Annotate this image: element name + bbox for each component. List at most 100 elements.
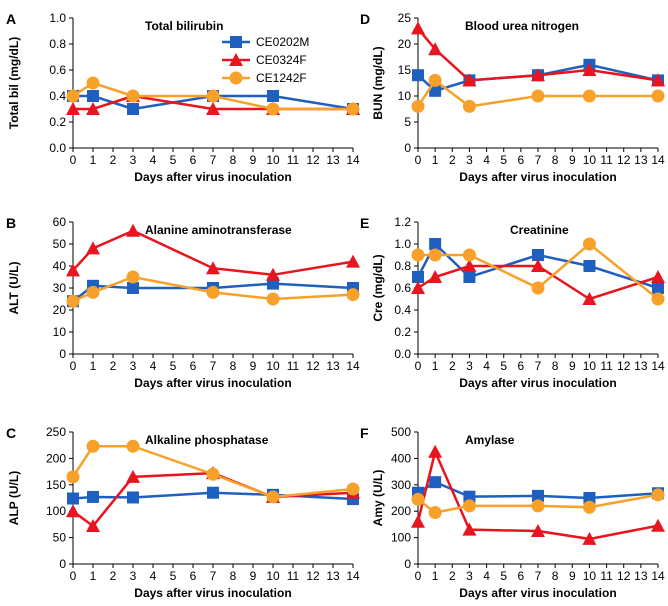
x-tick-label: 10 [583, 153, 597, 167]
data-point [462, 248, 476, 262]
y-tick-label: 500 [391, 425, 411, 439]
data-point [126, 270, 140, 284]
data-point [532, 249, 544, 261]
x-tick-label: 8 [552, 153, 559, 167]
data-point [412, 271, 424, 283]
data-point [411, 514, 425, 528]
data-point [267, 90, 279, 102]
data-point [66, 263, 80, 277]
data-point [66, 470, 80, 484]
y-tick-label: 1.0 [49, 11, 66, 25]
y-tick-label: 60 [53, 215, 67, 229]
y-tick-label: 0.6 [394, 281, 411, 295]
x-tick-label: 12 [617, 153, 631, 167]
data-point [266, 267, 280, 281]
chart-title: Blood urea nitrogen [465, 19, 579, 33]
x-tick-label: 1 [432, 153, 439, 167]
y-tick-label: 0.6 [49, 63, 66, 77]
y-tick-label: 150 [46, 478, 66, 492]
data-point [86, 76, 100, 90]
data-point [651, 292, 665, 306]
chart-title: Total bilirubin [145, 19, 223, 33]
y-tick-label: 0.4 [394, 303, 411, 317]
x-tick-label: 4 [150, 359, 157, 373]
data-point [206, 467, 220, 481]
y-axis-label: ALP (U/L) [7, 471, 21, 525]
data-point [428, 248, 442, 262]
data-point [206, 89, 220, 103]
data-point [346, 482, 360, 496]
data-point [86, 285, 100, 299]
y-tick-label: 400 [391, 451, 411, 465]
x-tick-label: 0 [415, 153, 422, 167]
data-point [463, 490, 476, 503]
y-tick-label: 0.2 [394, 325, 411, 339]
x-tick-label: 6 [518, 359, 525, 373]
x-tick-label: 2 [110, 569, 117, 583]
x-tick-label: 4 [150, 153, 157, 167]
data-point [582, 292, 597, 305]
x-tick-label: 9 [569, 153, 576, 167]
panel-E: E0.00.20.40.60.81.01.20 1 2 3 4 5 6 7 8 9 10 11 12 13… [360, 215, 665, 390]
data-point [429, 476, 442, 489]
x-tick-label: 10 [583, 569, 597, 583]
x-tick-label: 12 [306, 153, 320, 167]
data-point [207, 486, 219, 499]
x-tick-label: 2 [449, 569, 456, 583]
y-tick-label: 0 [404, 141, 411, 155]
x-tick-label: 4 [483, 153, 490, 167]
data-point [531, 89, 545, 103]
x-tick-label: 0 [70, 359, 77, 373]
data-point [651, 518, 665, 532]
x-tick-label: 7 [210, 569, 217, 583]
x-tick-label: 12 [306, 359, 320, 373]
x-tick-label: 7 [535, 569, 542, 583]
y-axis-label: Cre (mg/dL) [371, 254, 385, 321]
y-axis-label: ALT (U/L) [7, 261, 21, 314]
x-tick-label: 10 [266, 359, 280, 373]
x-tick-label: 5 [170, 569, 177, 583]
x-tick-label: 7 [210, 359, 217, 373]
y-axis-label: BUN (mg/dL) [371, 46, 385, 119]
y-tick-label: 300 [391, 478, 411, 492]
x-tick-label: 3 [466, 569, 473, 583]
data-point [87, 490, 99, 503]
x-tick-label: 3 [130, 569, 137, 583]
x-tick-label: 4 [483, 569, 490, 583]
y-tick-label: 25 [398, 11, 412, 25]
series-line [72, 471, 354, 528]
data-point [126, 469, 140, 483]
y-tick-label: 10 [53, 325, 67, 339]
x-tick-label: 7 [535, 359, 542, 373]
x-tick-label: 9 [250, 359, 257, 373]
data-point [411, 492, 425, 506]
x-tick-label: 12 [617, 359, 631, 373]
x-tick-label: 14 [651, 359, 665, 373]
x-tick-label: 11 [600, 359, 613, 373]
x-tick-label: 3 [130, 359, 137, 373]
chart-title: Alkaline phosphatase [145, 433, 269, 447]
y-tick-label: 0 [59, 347, 66, 361]
x-axis-label: Days after virus inoculation [134, 586, 291, 600]
x-tick-label: 11 [600, 153, 613, 167]
x-tick-label: 11 [287, 359, 300, 373]
chart-title: Amylase [465, 433, 515, 447]
data-point [86, 102, 100, 115]
data-point [531, 499, 545, 513]
series-line [416, 447, 659, 541]
data-point [411, 281, 425, 294]
x-tick-label: 5 [170, 153, 177, 167]
x-tick-label: 0 [70, 153, 77, 167]
y-tick-label: 100 [46, 504, 66, 518]
data-point [652, 282, 664, 294]
x-tick-label: 13 [634, 569, 648, 583]
x-tick-label: 0 [415, 569, 422, 583]
data-point [462, 259, 477, 272]
x-tick-label: 1 [90, 569, 97, 583]
legend-label: CE0324F [256, 53, 307, 67]
data-point [462, 73, 477, 87]
x-tick-label: 14 [346, 569, 360, 583]
x-tick-label: 4 [483, 359, 490, 373]
data-point [428, 73, 442, 87]
